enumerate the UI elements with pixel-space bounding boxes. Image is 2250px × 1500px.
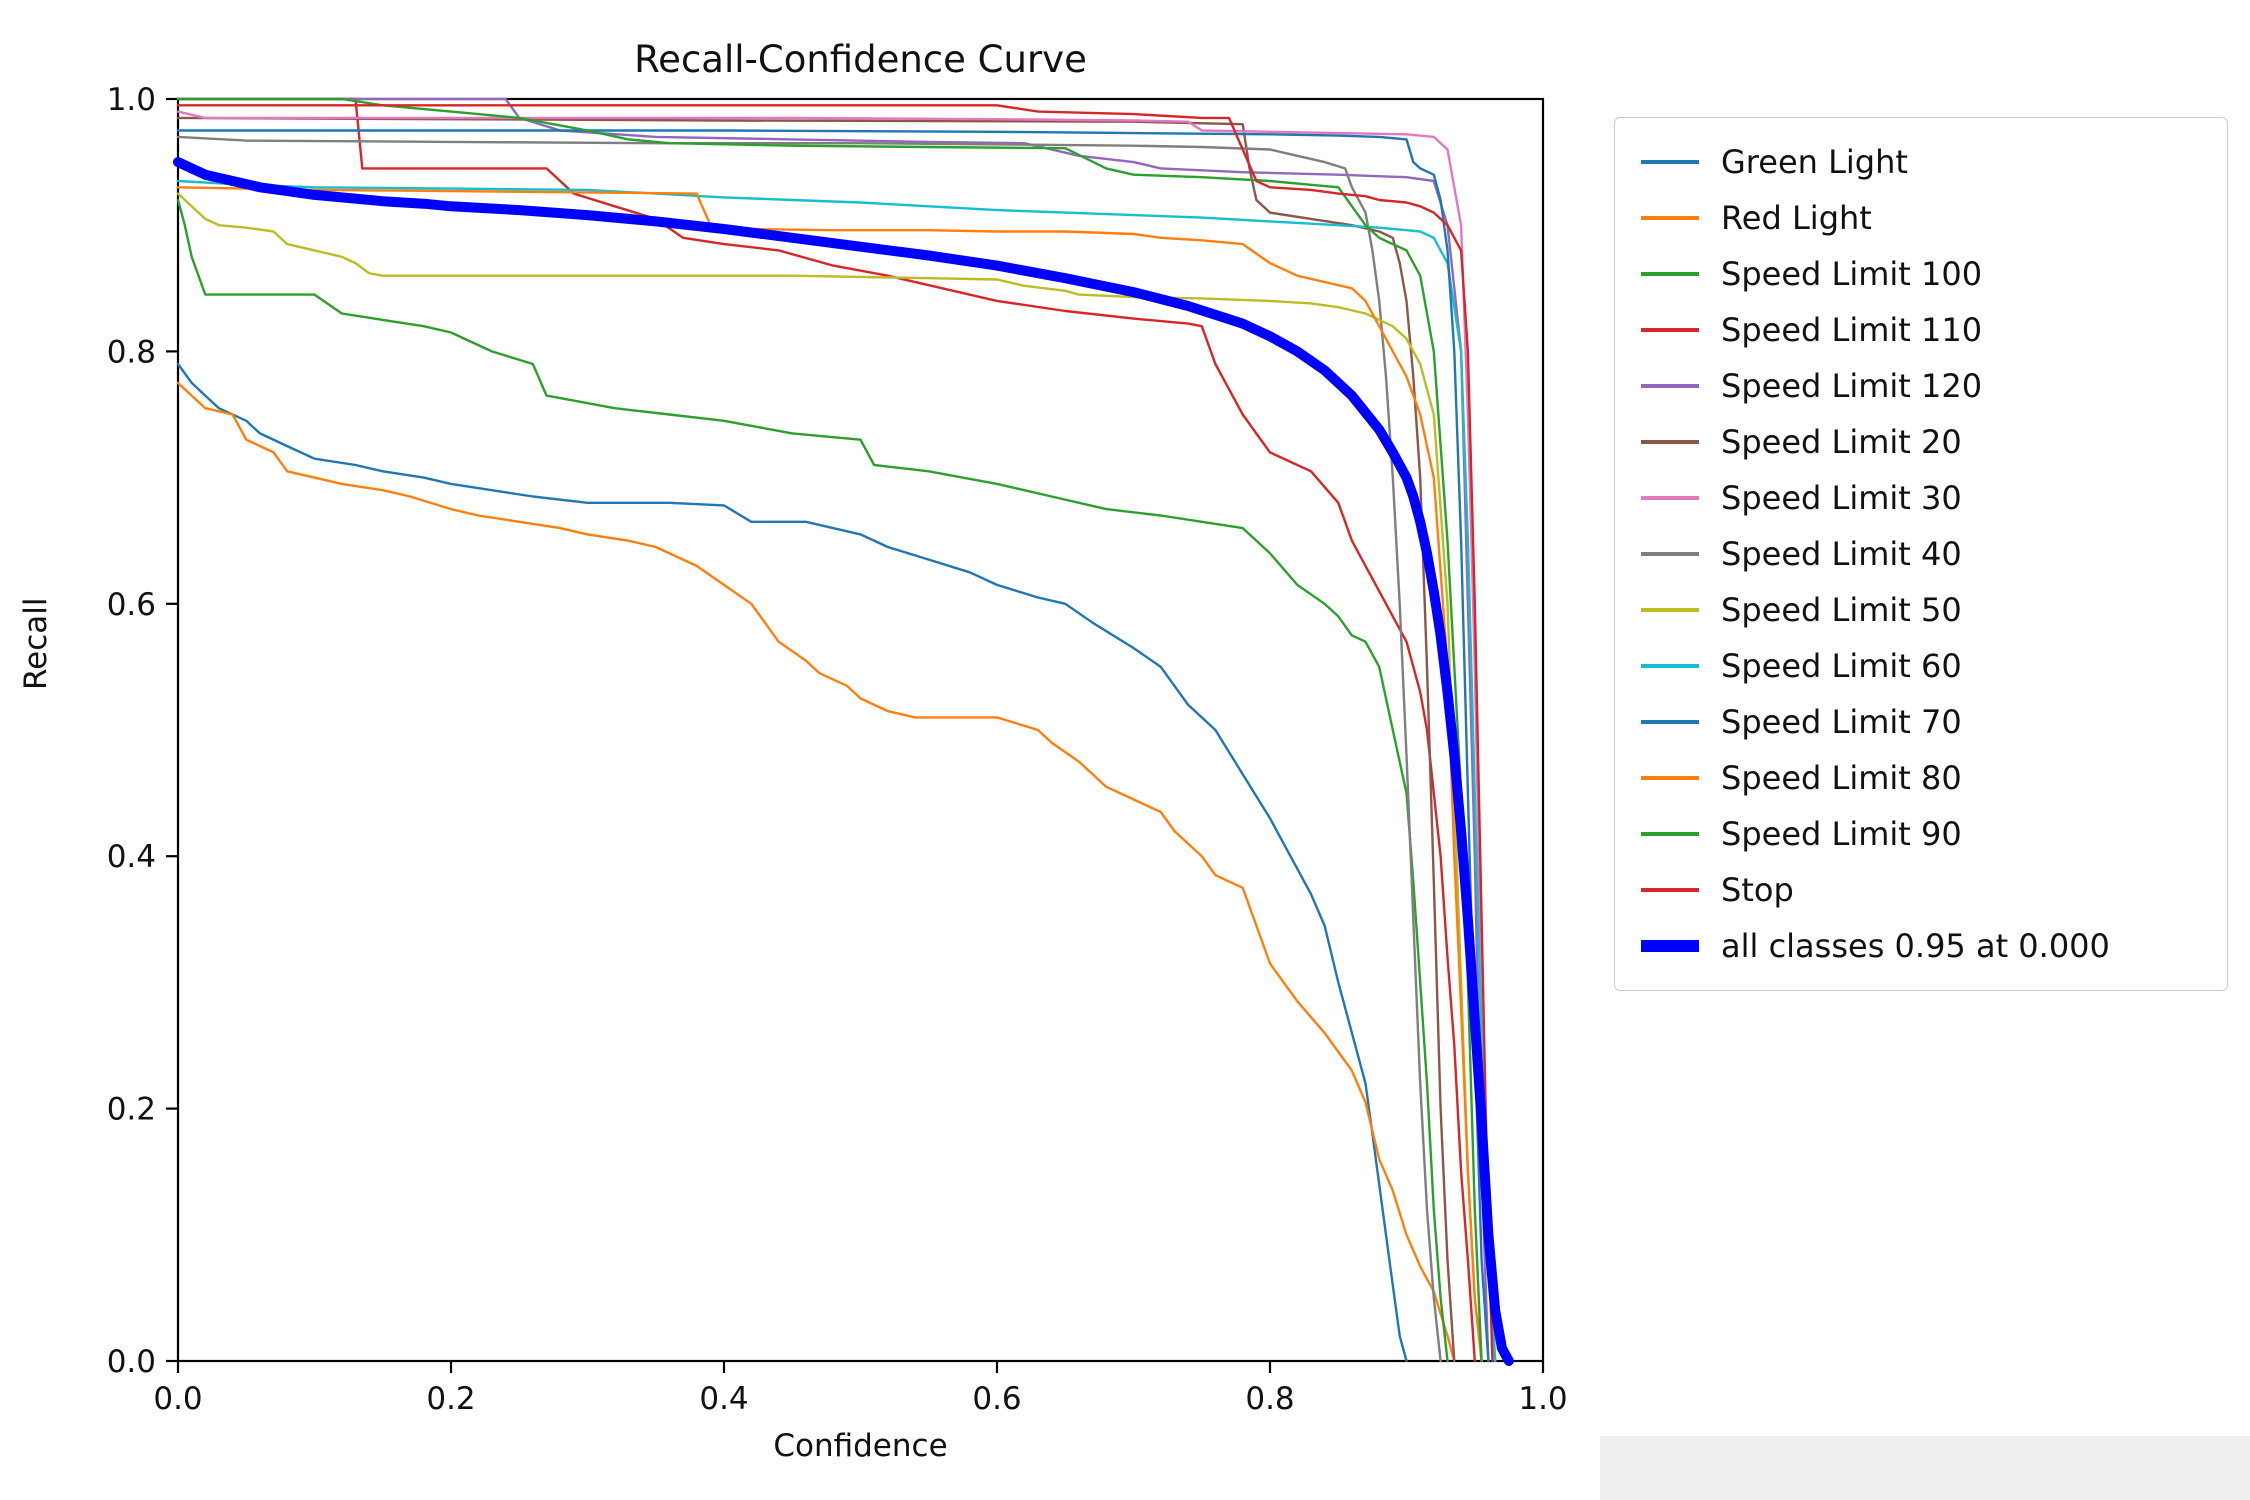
x-tick-label: 0.4 (699, 1381, 748, 1417)
series-line-speed-limit-30 (176, 110, 1497, 1363)
legend-line-swatch (1641, 272, 1699, 276)
legend-label: Speed Limit 30 (1721, 479, 1962, 517)
y-tick-label: 1.0 (107, 82, 156, 118)
legend-item: Speed Limit 50 (1615, 582, 2227, 638)
legend-line-swatch (1641, 216, 1699, 220)
legend-item: Speed Limit 60 (1615, 638, 2227, 694)
legend-label: Speed Limit 110 (1721, 311, 1983, 349)
series-line-speed-limit-20 (176, 116, 1456, 1363)
legend-item: Speed Limit 90 (1615, 806, 2227, 862)
legend-label: Red Light (1721, 199, 1872, 237)
legend-item: Speed Limit 20 (1615, 414, 2227, 470)
legend-label: all classes 0.95 at 0.000 (1721, 927, 2110, 965)
legend-line-swatch (1641, 940, 1699, 952)
legend-line-swatch (1641, 832, 1699, 836)
legend-label: Speed Limit 100 (1721, 255, 1983, 293)
legend-label: Speed Limit 120 (1721, 367, 1983, 405)
legend-line-swatch (1641, 888, 1699, 892)
legend-item: Green Light (1615, 134, 2227, 190)
legend-label: Stop (1721, 871, 1794, 909)
legend-label: Speed Limit 90 (1721, 815, 1962, 853)
legend-line-swatch (1641, 160, 1699, 164)
y-tick-label: 0.2 (107, 1092, 156, 1128)
series-line-red-light (176, 381, 1456, 1363)
y-tick-label: 0.6 (107, 587, 156, 623)
legend-item: Speed Limit 80 (1615, 750, 2227, 806)
x-tick-label: 0.8 (1245, 1381, 1294, 1417)
series-line-speed-limit-60 (176, 179, 1497, 1363)
x-tick-label: 1.0 (1518, 1381, 1567, 1417)
legend-line-swatch (1641, 552, 1699, 556)
legend-label: Speed Limit 70 (1721, 703, 1962, 741)
series-line-speed-limit-100 (176, 198, 1449, 1363)
legend-line-swatch (1641, 440, 1699, 444)
series-line-speed-limit-70 (176, 129, 1490, 1363)
legend-line-swatch (1641, 720, 1699, 724)
legend-item: Speed Limit 120 (1615, 358, 2227, 414)
legend-line-swatch (1641, 664, 1699, 668)
legend-item: Stop (1615, 862, 2227, 918)
series-line-stop (176, 104, 1494, 1363)
legend-item: Speed Limit 30 (1615, 470, 2227, 526)
legend-line-swatch (1641, 608, 1699, 612)
legend: Green Light Red Light Speed Limit 100 Speed… (1614, 117, 2228, 991)
series-line-speed-limit-120 (176, 97, 1490, 1363)
legend-item: all classes 0.95 at 0.000 (1615, 918, 2227, 974)
x-axis-label: Confidence (773, 1428, 948, 1464)
legend-label: Green Light (1721, 143, 1908, 181)
legend-label: Speed Limit 50 (1721, 591, 1962, 629)
y-tick-label: 0.8 (107, 334, 156, 370)
background-artifact (1600, 1436, 2250, 1500)
legend-label: Speed Limit 40 (1721, 535, 1962, 573)
legend-line-swatch (1641, 328, 1699, 332)
series-line-green-light (176, 362, 1408, 1363)
legend-label: Speed Limit 20 (1721, 423, 1962, 461)
legend-item: Red Light (1615, 190, 2227, 246)
legend-item: Speed Limit 70 (1615, 694, 2227, 750)
series-line-speed-limit-50 (176, 192, 1483, 1363)
legend-line-swatch (1641, 496, 1699, 500)
legend-line-swatch (1641, 384, 1699, 388)
legend-label: Speed Limit 80 (1721, 759, 1962, 797)
y-axis-label: Recall (18, 597, 54, 691)
chart-title: Recall-Confidence Curve (634, 38, 1087, 81)
series-line-speed-limit-40 (176, 135, 1442, 1363)
y-tick-label: 0.4 (107, 839, 156, 875)
series-line-all-classes-0-95-at-0-000 (173, 157, 1514, 1366)
legend-label: Speed Limit 60 (1721, 647, 1962, 685)
series-line-speed-limit-110 (176, 97, 1477, 1363)
series-line-speed-limit-90 (176, 97, 1483, 1363)
series-line-speed-limit-80 (176, 186, 1483, 1363)
legend-item: Speed Limit 100 (1615, 246, 2227, 302)
x-tick-label: 0.2 (426, 1381, 475, 1417)
axes-frame (176, 97, 1545, 1363)
legend-item: Speed Limit 110 (1615, 302, 2227, 358)
y-tick-label: 0.0 (107, 1344, 156, 1380)
legend-line-swatch (1641, 776, 1699, 780)
legend-item: Speed Limit 40 (1615, 526, 2227, 582)
x-tick-label: 0.0 (153, 1381, 202, 1417)
x-tick-label: 0.6 (972, 1381, 1021, 1417)
